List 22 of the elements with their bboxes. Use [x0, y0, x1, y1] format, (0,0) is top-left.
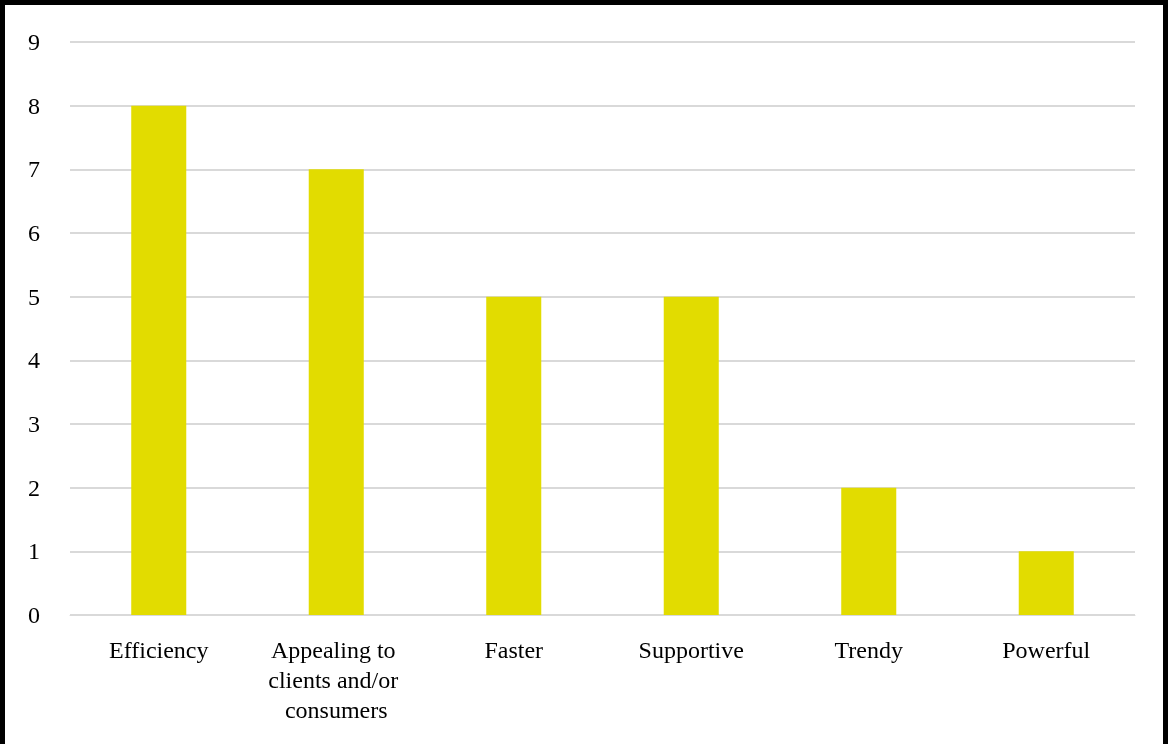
- y-tick-label: 5: [28, 283, 40, 310]
- x-tick-label: Faster: [484, 637, 544, 663]
- x-tick-label: Powerful: [1002, 637, 1091, 663]
- bar: [131, 105, 187, 615]
- bar: [841, 487, 897, 615]
- x-tick-label: Trendy: [834, 637, 903, 663]
- y-tick-label: 3: [28, 411, 40, 437]
- x-tick-label: Appealing to clients and/or consumers: [268, 637, 405, 723]
- y-tick-label: 6: [28, 220, 40, 246]
- y-tick-label: 9: [28, 29, 40, 55]
- bar: [486, 296, 542, 615]
- x-tick-label: Efficiency: [108, 637, 209, 663]
- y-tick-label: 7: [28, 156, 40, 183]
- y-tick-label: 1: [28, 538, 40, 565]
- bar: [1018, 551, 1074, 615]
- y-tick-label: 0: [28, 602, 40, 628]
- y-tick-label: 4: [28, 347, 40, 374]
- y-tick-label: 2: [28, 474, 40, 501]
- y-tick-label: 8: [28, 92, 40, 119]
- x-tick-label: Supportive: [638, 637, 744, 663]
- bar: [663, 296, 719, 615]
- bar: [308, 169, 364, 615]
